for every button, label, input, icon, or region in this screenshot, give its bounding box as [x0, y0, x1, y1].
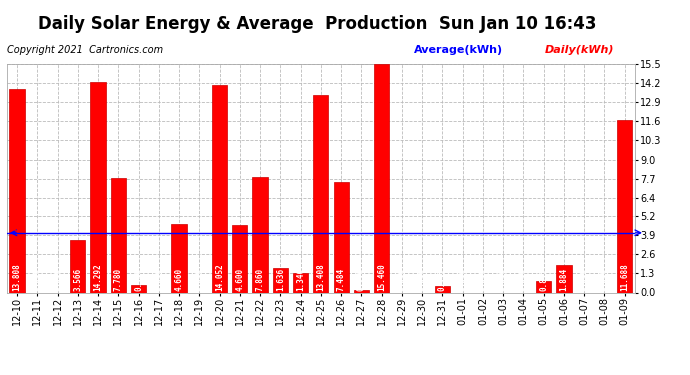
- Text: 0.000: 0.000: [155, 268, 164, 291]
- Text: 4.660: 4.660: [175, 268, 184, 291]
- Text: 7.484: 7.484: [337, 268, 346, 291]
- Bar: [10, 89, 25, 292]
- Bar: [233, 225, 248, 292]
- Text: 15.460: 15.460: [377, 264, 386, 291]
- Bar: [172, 224, 187, 292]
- Text: 13.808: 13.808: [12, 264, 21, 291]
- Text: 4.045: 4.045: [12, 204, 21, 231]
- Bar: [556, 265, 571, 292]
- Text: 7.860: 7.860: [255, 268, 264, 291]
- Text: 0.000: 0.000: [519, 268, 528, 291]
- Text: 14.292: 14.292: [94, 264, 103, 291]
- Text: 0.000: 0.000: [458, 268, 467, 291]
- Bar: [212, 85, 227, 292]
- Text: 0.176: 0.176: [357, 268, 366, 291]
- Text: 0.432: 0.432: [438, 268, 447, 291]
- Text: 11.688: 11.688: [620, 264, 629, 291]
- Bar: [131, 285, 146, 292]
- Bar: [374, 64, 389, 292]
- Text: 0.000: 0.000: [397, 268, 406, 291]
- Text: 0.000: 0.000: [499, 268, 508, 291]
- Text: 1.884: 1.884: [560, 268, 569, 291]
- Text: 13.408: 13.408: [316, 264, 326, 291]
- Bar: [313, 94, 328, 292]
- Bar: [354, 290, 369, 292]
- Text: 0.000: 0.000: [33, 268, 42, 291]
- Text: 0.000: 0.000: [195, 268, 204, 291]
- Text: Average(kWh): Average(kWh): [414, 45, 503, 55]
- Bar: [273, 268, 288, 292]
- Text: 0.812: 0.812: [539, 268, 548, 291]
- Text: 1.340: 1.340: [296, 268, 305, 291]
- Text: 14.052: 14.052: [215, 264, 224, 291]
- Bar: [110, 178, 126, 292]
- Bar: [536, 280, 551, 292]
- Bar: [90, 82, 106, 292]
- Text: 0.000: 0.000: [580, 268, 589, 291]
- Bar: [293, 273, 308, 292]
- Text: Daily Solar Energy & Average  Production  Sun Jan 10 16:43: Daily Solar Energy & Average Production …: [38, 15, 597, 33]
- Bar: [253, 177, 268, 292]
- Bar: [333, 182, 348, 292]
- Text: 0.000: 0.000: [600, 268, 609, 291]
- Text: Copyright 2021  Cartronics.com: Copyright 2021 Cartronics.com: [7, 45, 163, 55]
- Text: 0.000: 0.000: [53, 268, 62, 291]
- Text: 0.000: 0.000: [478, 268, 487, 291]
- Text: 4.600: 4.600: [235, 268, 244, 291]
- Text: 4.045: 4.045: [620, 204, 629, 231]
- Text: 1.636: 1.636: [276, 268, 285, 291]
- Text: 0.000: 0.000: [417, 268, 426, 291]
- Text: 0.480: 0.480: [134, 268, 143, 291]
- Bar: [70, 240, 86, 292]
- Text: 3.566: 3.566: [73, 268, 82, 291]
- Bar: [617, 120, 632, 292]
- Text: Daily(kWh): Daily(kWh): [545, 45, 615, 55]
- Text: 7.780: 7.780: [114, 268, 123, 291]
- Bar: [435, 286, 450, 292]
